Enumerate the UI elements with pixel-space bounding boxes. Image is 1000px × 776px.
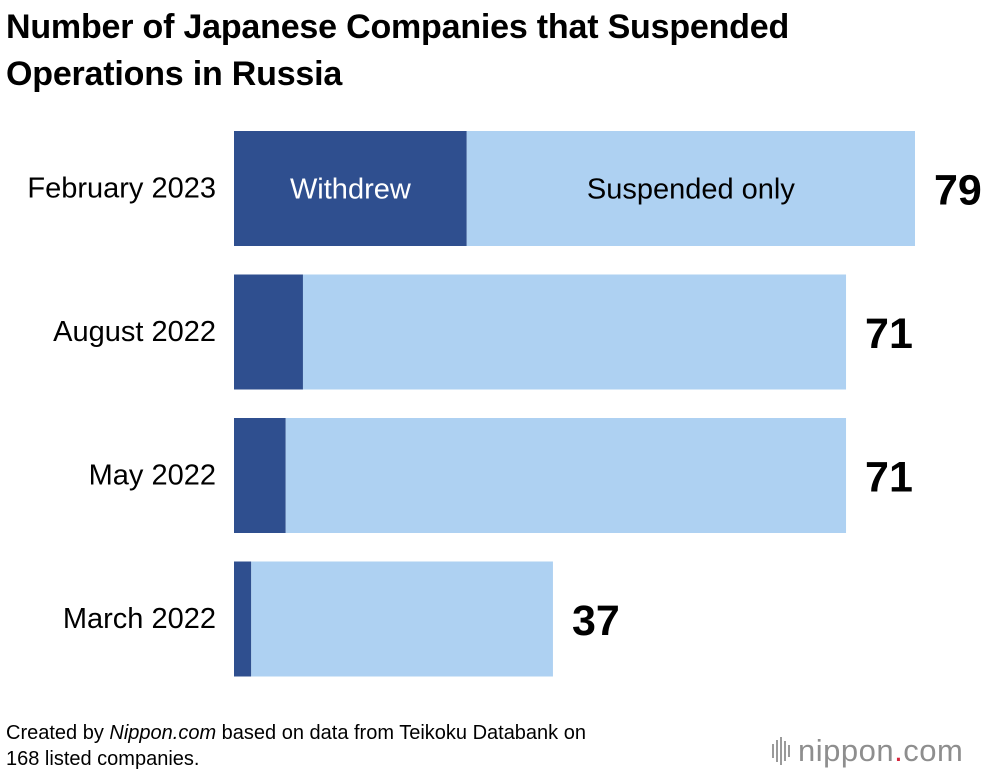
category-label-march-2022: March 2022 — [63, 603, 216, 635]
chart-title: Number of Japanese Companies that Suspen… — [6, 4, 986, 98]
category-label-august-2022: August 2022 — [53, 316, 216, 348]
bar-withdrew-may-2022 — [234, 418, 286, 533]
source-note-line-1: Created by Nippon.com based on data from… — [6, 722, 586, 744]
series-label-suspended-only: Suspended only — [587, 174, 795, 206]
nippon-logo: nippon.com — [772, 731, 963, 771]
logo-bars-icon — [772, 737, 790, 765]
bar-withdrew-august-2022 — [234, 274, 303, 390]
chart-title-line-1: Number of Japanese Companies that Suspen… — [6, 8, 790, 46]
source-note-line-2: 168 listed companies. — [6, 748, 200, 770]
category-label-february-2023: February 2023 — [27, 173, 216, 205]
logo-wordmark: nippon.com — [798, 733, 964, 768]
bar-withdrew-february-2023 — [234, 131, 467, 246]
total-label-may-2022: 71 — [865, 454, 913, 502]
total-label-march-2022: 37 — [572, 597, 620, 645]
category-label-may-2022: May 2022 — [89, 460, 216, 492]
bar-suspended-only-august-2022 — [302, 274, 847, 390]
total-label-august-2022: 71 — [865, 310, 913, 358]
bar-suspended-only-february-2023 — [466, 131, 915, 246]
bar-withdrew-march-2022 — [234, 561, 252, 677]
bar-suspended-only-may-2022 — [285, 418, 847, 533]
bar-suspended-only-march-2022 — [251, 561, 553, 677]
chart-title-line-2: Operations in Russia — [6, 55, 343, 93]
total-label-february-2023: 79 — [934, 167, 982, 215]
source-note: Created by Nippon.com based on data from… — [6, 720, 586, 772]
series-label-withdrew: Withdrew — [290, 174, 412, 206]
